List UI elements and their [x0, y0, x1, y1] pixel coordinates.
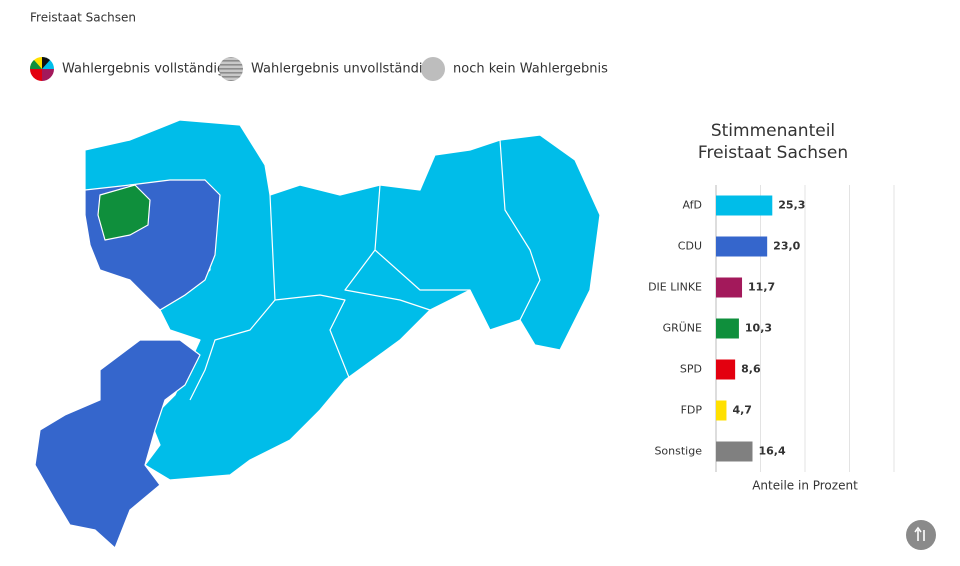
map-border — [274, 294, 351, 381]
chart-subtitle: Freistaat Sachsen — [698, 143, 848, 163]
category-label: GRÜNE — [663, 322, 702, 335]
bar — [716, 236, 768, 257]
category-label: SPD — [680, 363, 702, 376]
page-title: Freistaat Sachsen — [30, 11, 136, 25]
bar — [716, 359, 736, 380]
value-label: 25,3 — [778, 199, 805, 212]
legend-label: noch kein Wahlergebnis — [453, 62, 608, 77]
bar — [716, 195, 773, 216]
map-border — [374, 249, 470, 291]
bar-chart: Stimmenanteil Freistaat Sachsen Anteile … — [648, 121, 895, 493]
value-label: 11,7 — [748, 281, 775, 294]
map-region — [97, 184, 151, 241]
map-border — [189, 194, 276, 401]
value-label: 8,6 — [741, 363, 761, 376]
map-border — [499, 139, 541, 321]
value-label: 4,7 — [732, 404, 752, 417]
scroll-top-button[interactable] — [906, 520, 936, 550]
category-label: CDU — [678, 240, 702, 253]
legend-icon-none — [421, 57, 445, 81]
bar — [716, 400, 727, 421]
map-region — [34, 339, 201, 549]
value-label: 16,4 — [758, 445, 785, 458]
x-axis-label: Anteile in Prozent — [752, 479, 858, 493]
map — [34, 119, 601, 549]
legend-label: Wahlergebnis unvollständig — [251, 62, 431, 77]
legend-icon-complete — [29, 56, 54, 81]
category-label: DIE LINKE — [648, 281, 702, 294]
legend-label: Wahlergebnis vollständig — [62, 62, 225, 77]
bar — [716, 318, 739, 339]
category-label: AfD — [683, 199, 702, 212]
bar — [716, 277, 743, 298]
chart-title: Stimmenanteil — [711, 121, 835, 141]
category-label: FDP — [681, 404, 703, 417]
map-border — [344, 184, 431, 311]
legend: Wahlergebnis vollständig Wahlergebnis un… — [29, 56, 608, 81]
legend-icon-partial — [219, 57, 243, 81]
value-label: 10,3 — [745, 322, 772, 335]
value-label: 23,0 — [773, 240, 800, 253]
bar — [716, 441, 753, 462]
category-label: Sonstige — [654, 445, 702, 458]
